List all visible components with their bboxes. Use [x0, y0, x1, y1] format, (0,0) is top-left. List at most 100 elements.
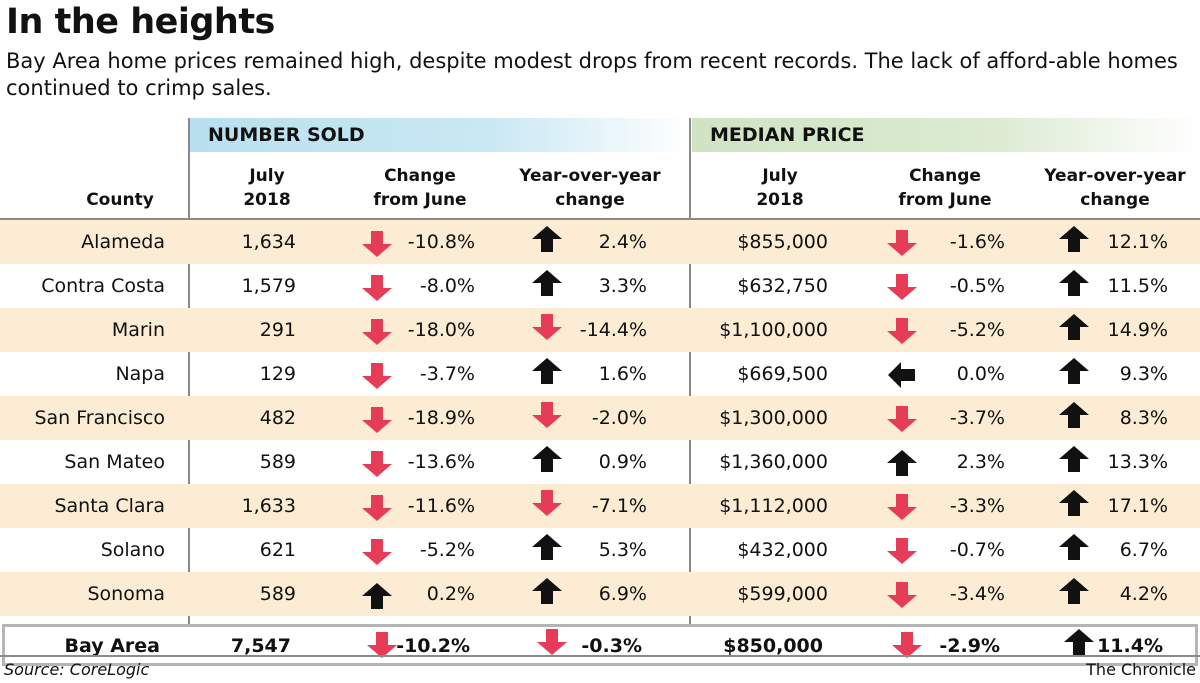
- sold-change: -11.6%: [407, 495, 475, 517]
- up-arrow-icon: [1057, 532, 1091, 562]
- left-arrow-icon: [885, 360, 919, 390]
- sold-change: -13.6%: [407, 451, 475, 473]
- median-price: $1,100,000: [719, 319, 828, 341]
- down-arrow-icon: [885, 580, 919, 610]
- down-arrow-icon: [885, 316, 919, 346]
- sold-change: -18.0%: [407, 319, 475, 341]
- sold-yoy: 6.9%: [598, 583, 647, 605]
- sold-change: 0.2%: [426, 583, 475, 605]
- county-name: San Mateo: [64, 451, 165, 473]
- median-price: $599,000: [737, 583, 828, 605]
- sold-yoy: 0.9%: [598, 451, 647, 473]
- header-price-july: July 2018: [756, 166, 804, 210]
- down-arrow-icon: [530, 488, 564, 518]
- price-change: -5.2%: [949, 319, 1005, 341]
- sold-yoy: 2.4%: [598, 231, 647, 253]
- median-price: $850,000: [723, 635, 823, 657]
- up-arrow-icon: [885, 448, 919, 478]
- up-arrow-icon: [1057, 576, 1091, 606]
- sold-change: -10.2%: [396, 635, 470, 657]
- price-change: -1.6%: [949, 231, 1005, 253]
- up-arrow-icon: [1062, 627, 1096, 657]
- sold-yoy: -0.3%: [581, 635, 642, 657]
- county-name: San Francisco: [34, 407, 165, 429]
- header-price-change: Change from June: [898, 166, 992, 210]
- up-arrow-icon: [1057, 312, 1091, 342]
- down-arrow-icon: [360, 449, 394, 479]
- sold-count: 129: [259, 363, 296, 385]
- price-change: -3.4%: [949, 583, 1005, 605]
- up-arrow-icon: [530, 576, 564, 606]
- header-sold-yoy: Year-over-year change: [519, 166, 661, 210]
- price-change: -2.9%: [939, 635, 1000, 657]
- down-arrow-icon: [885, 272, 919, 302]
- county-name: Marin: [111, 319, 165, 341]
- county-name: Contra Costa: [41, 275, 165, 297]
- sold-count: 291: [259, 319, 296, 341]
- price-yoy: 6.7%: [1119, 539, 1168, 561]
- median-price: $1,300,000: [719, 407, 828, 429]
- down-arrow-icon: [360, 317, 394, 347]
- up-arrow-icon: [1057, 268, 1091, 298]
- up-arrow-icon: [1057, 400, 1091, 430]
- median-price: $1,112,000: [719, 495, 828, 517]
- price-yoy: 14.9%: [1107, 319, 1168, 341]
- sold-yoy: -2.0%: [591, 407, 647, 429]
- median-price-banner: MEDIAN PRICE: [692, 118, 1200, 152]
- sold-count: 621: [259, 539, 296, 561]
- sold-count: 589: [259, 583, 296, 605]
- down-arrow-icon: [360, 273, 394, 303]
- credit: The Chronicle: [1086, 660, 1196, 679]
- sold-yoy: 5.3%: [598, 539, 647, 561]
- down-arrow-icon: [360, 537, 394, 567]
- sold-change: -5.2%: [419, 539, 475, 561]
- price-change: 0.0%: [956, 363, 1005, 385]
- price-yoy: 11.5%: [1107, 275, 1168, 297]
- price-yoy: 11.4%: [1097, 635, 1163, 657]
- price-yoy: 9.3%: [1119, 363, 1168, 385]
- price-yoy: 12.1%: [1107, 231, 1168, 253]
- price-change: -3.7%: [949, 407, 1005, 429]
- price-change: 2.3%: [956, 451, 1005, 473]
- number-sold-banner: NUMBER SOLD: [190, 118, 690, 152]
- table-row: Santa Clara 1,633 -11.6% -7.1% $1,112,000 -3.…: [0, 484, 1200, 528]
- down-arrow-icon: [360, 405, 394, 435]
- up-arrow-icon: [1057, 356, 1091, 386]
- table-row: Contra Costa 1,579 -8.0% 3.3% $632,750 -0.5% 1…: [0, 264, 1200, 308]
- table-row: San Mateo 589 -13.6% 0.9% $1,360,000 2.3% 13.3…: [0, 440, 1200, 484]
- sold-count: 1,634: [241, 231, 296, 253]
- up-arrow-icon: [530, 268, 564, 298]
- up-arrow-icon: [530, 224, 564, 254]
- price-change: -0.5%: [949, 275, 1005, 297]
- sold-yoy: -14.4%: [579, 319, 647, 341]
- sold-change: -18.9%: [407, 407, 475, 429]
- county-name: Alameda: [81, 231, 165, 253]
- table-row: Sonoma 589 0.2% 6.9% $599,000 -3.4% 4.2%: [0, 572, 1200, 616]
- sold-change: -10.8%: [407, 231, 475, 253]
- median-price: $1,360,000: [719, 451, 828, 473]
- down-arrow-icon: [365, 630, 399, 660]
- price-change: -3.3%: [949, 495, 1005, 517]
- sold-yoy: 1.6%: [598, 363, 647, 385]
- total-row: Bay Area 7,547 -10.2% -0.3% $850,000 -2.9% 11.…: [2, 624, 1198, 666]
- up-arrow-icon: [530, 532, 564, 562]
- county-name: Solano: [100, 539, 165, 561]
- down-arrow-icon: [885, 536, 919, 566]
- median-price: $669,500: [737, 363, 828, 385]
- chart-title: In the heights: [6, 2, 275, 42]
- price-change: -0.7%: [949, 539, 1005, 561]
- down-arrow-icon: [360, 229, 394, 259]
- price-yoy: 13.3%: [1107, 451, 1168, 473]
- source-note: Source: CoreLogic: [4, 660, 150, 679]
- sold-yoy: -7.1%: [591, 495, 647, 517]
- up-arrow-icon: [360, 581, 394, 611]
- header-sold-change: Change from June: [373, 166, 467, 210]
- price-yoy: 4.2%: [1119, 583, 1168, 605]
- up-arrow-icon: [1057, 488, 1091, 518]
- table-row: Solano 621 -5.2% 5.3% $432,000 -0.7% 6.7%: [0, 528, 1200, 572]
- column-divider-left: [188, 118, 190, 655]
- up-arrow-icon: [530, 356, 564, 386]
- up-arrow-icon: [1057, 444, 1091, 474]
- county-name: Santa Clara: [54, 495, 165, 517]
- sold-count: 7,547: [230, 635, 291, 657]
